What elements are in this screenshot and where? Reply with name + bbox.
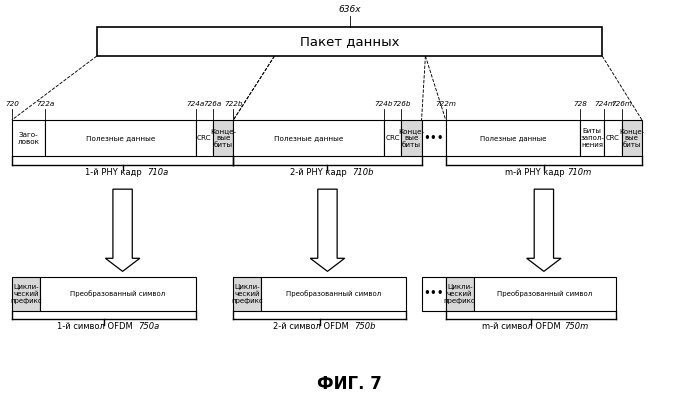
Text: Цикли-
ческий
префикс: Цикли- ческий префикс (444, 284, 475, 304)
Text: Преобразованный символ: Преобразованный символ (287, 290, 382, 297)
Bar (621, 120, 642, 156)
Text: 722b: 722b (224, 101, 243, 107)
Bar (580, 120, 605, 156)
Bar (421, 120, 446, 156)
Bar (605, 120, 621, 156)
Text: Полезные данные: Полезные данные (480, 135, 546, 141)
Text: 2-й символ OFDM: 2-й символ OFDM (273, 322, 351, 331)
Text: Преобразованный символ: Преобразованный символ (497, 290, 593, 297)
Text: 750a: 750a (138, 322, 159, 331)
Text: 722a: 722a (36, 101, 55, 107)
Text: Конце-
вые
биты: Конце- вые биты (398, 128, 424, 148)
Text: 720: 720 (5, 101, 19, 107)
Bar (12, 120, 45, 156)
Text: ФИГ. 7: ФИГ. 7 (317, 375, 382, 393)
Text: 710a: 710a (147, 168, 168, 177)
Bar (446, 120, 580, 156)
Text: Полезные данные: Полезные данные (86, 135, 155, 141)
Bar (213, 120, 233, 156)
Text: 750b: 750b (354, 322, 376, 331)
Text: •••: ••• (424, 132, 444, 145)
Text: 1-й символ OFDM: 1-й символ OFDM (57, 322, 135, 331)
Bar (421, 277, 446, 310)
Bar (261, 277, 407, 310)
Text: Цикли-
ческий
префикс: Цикли- ческий префикс (10, 284, 42, 304)
Bar (45, 120, 196, 156)
Text: 726m: 726m (611, 101, 632, 107)
Text: 2-й PHY кадр: 2-й PHY кадр (289, 168, 349, 177)
Text: 726a: 726a (203, 101, 222, 107)
Text: 724a: 724a (187, 101, 205, 107)
Text: Конце-
вые
биты: Конце- вые биты (210, 128, 236, 148)
Text: 724m: 724m (594, 101, 615, 107)
Text: 636x: 636x (338, 5, 361, 14)
Text: Заго-
ловок: Заго- ловок (17, 132, 40, 145)
Bar (233, 120, 384, 156)
Bar (446, 277, 474, 310)
Text: •••: ••• (424, 287, 444, 300)
Text: Конце-
вые
биты: Конце- вые биты (619, 128, 644, 148)
Bar (401, 120, 421, 156)
Text: 750m: 750m (564, 322, 588, 331)
Text: Цикли-
ческий
префикс: Цикли- ческий префикс (231, 284, 264, 304)
Text: CRC: CRC (197, 135, 212, 141)
Polygon shape (310, 189, 345, 272)
Text: Пакет данных: Пакет данных (300, 35, 399, 48)
Text: 724b: 724b (375, 101, 393, 107)
Text: m-й символ OFDM: m-й символ OFDM (482, 322, 563, 331)
Text: m-й PHY кадр: m-й PHY кадр (505, 168, 567, 177)
Text: 710b: 710b (352, 168, 374, 177)
Text: 722m: 722m (435, 101, 456, 107)
Bar (40, 277, 196, 310)
Text: CRC: CRC (606, 135, 620, 141)
Text: Полезные данные: Полезные данные (274, 135, 343, 141)
Text: Преобразованный символ: Преобразованный символ (70, 290, 166, 297)
Bar (233, 277, 261, 310)
Bar (196, 120, 213, 156)
Text: Биты
запол-
нения: Биты запол- нения (580, 128, 604, 148)
Bar (474, 277, 617, 310)
Bar (96, 27, 603, 56)
Text: 710m: 710m (567, 168, 591, 177)
Text: 726b: 726b (392, 101, 410, 107)
Text: 728: 728 (573, 101, 587, 107)
Bar (384, 120, 401, 156)
Text: 1-й PHY кадр: 1-й PHY кадр (85, 168, 144, 177)
Polygon shape (106, 189, 140, 272)
Text: CRC: CRC (385, 135, 400, 141)
Polygon shape (526, 189, 561, 272)
Bar (12, 277, 40, 310)
